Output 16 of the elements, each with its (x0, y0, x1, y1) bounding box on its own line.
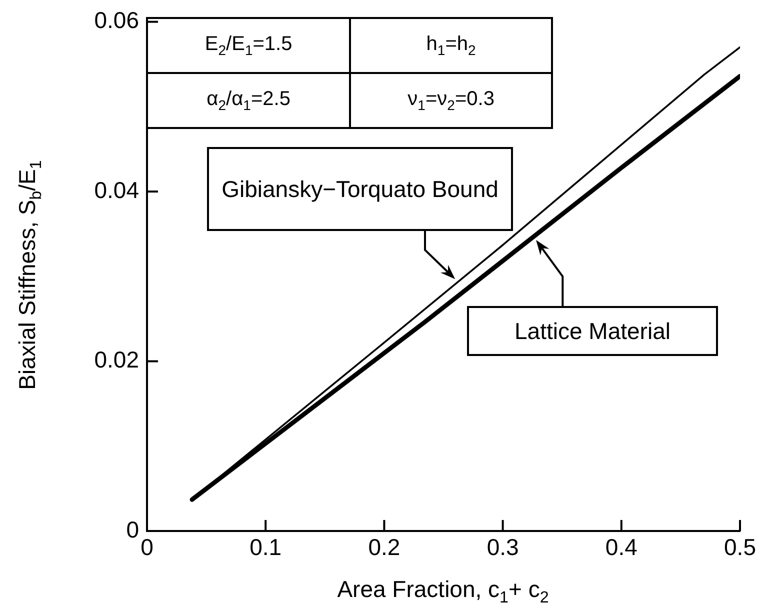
annotation: h$_{1}$=h$_{2}$ (350, 18, 552, 73)
y-tick-label: 0 (126, 516, 139, 542)
x-tick-label: 0.5 (724, 534, 756, 560)
annotation: ν$_{1}$=ν$_{2}$=0.3 (350, 73, 552, 128)
x-axis-title: Area Fraction, c$_{1}$+ c$_{2}$ (337, 576, 549, 608)
x-tick-label: 0.1 (250, 534, 282, 560)
annotation: E$_{2}$/E$_{1}$=1.5 (147, 18, 350, 73)
annotation: Gibiansky−Torquato Bound (207, 147, 513, 231)
annotation: α$_{2}$/α$_{1}$=2.5 (147, 73, 350, 128)
x-tick-label: 0.4 (605, 534, 638, 560)
annotation: Lattice Material (467, 306, 718, 356)
x-tick-label: 0.3 (486, 534, 519, 560)
y-tick-label: 0.06 (94, 7, 139, 34)
y-tick-label: 0.02 (94, 346, 139, 373)
y-tick-label: 0.04 (94, 176, 140, 203)
x-tick-label: 0.2 (368, 534, 400, 560)
